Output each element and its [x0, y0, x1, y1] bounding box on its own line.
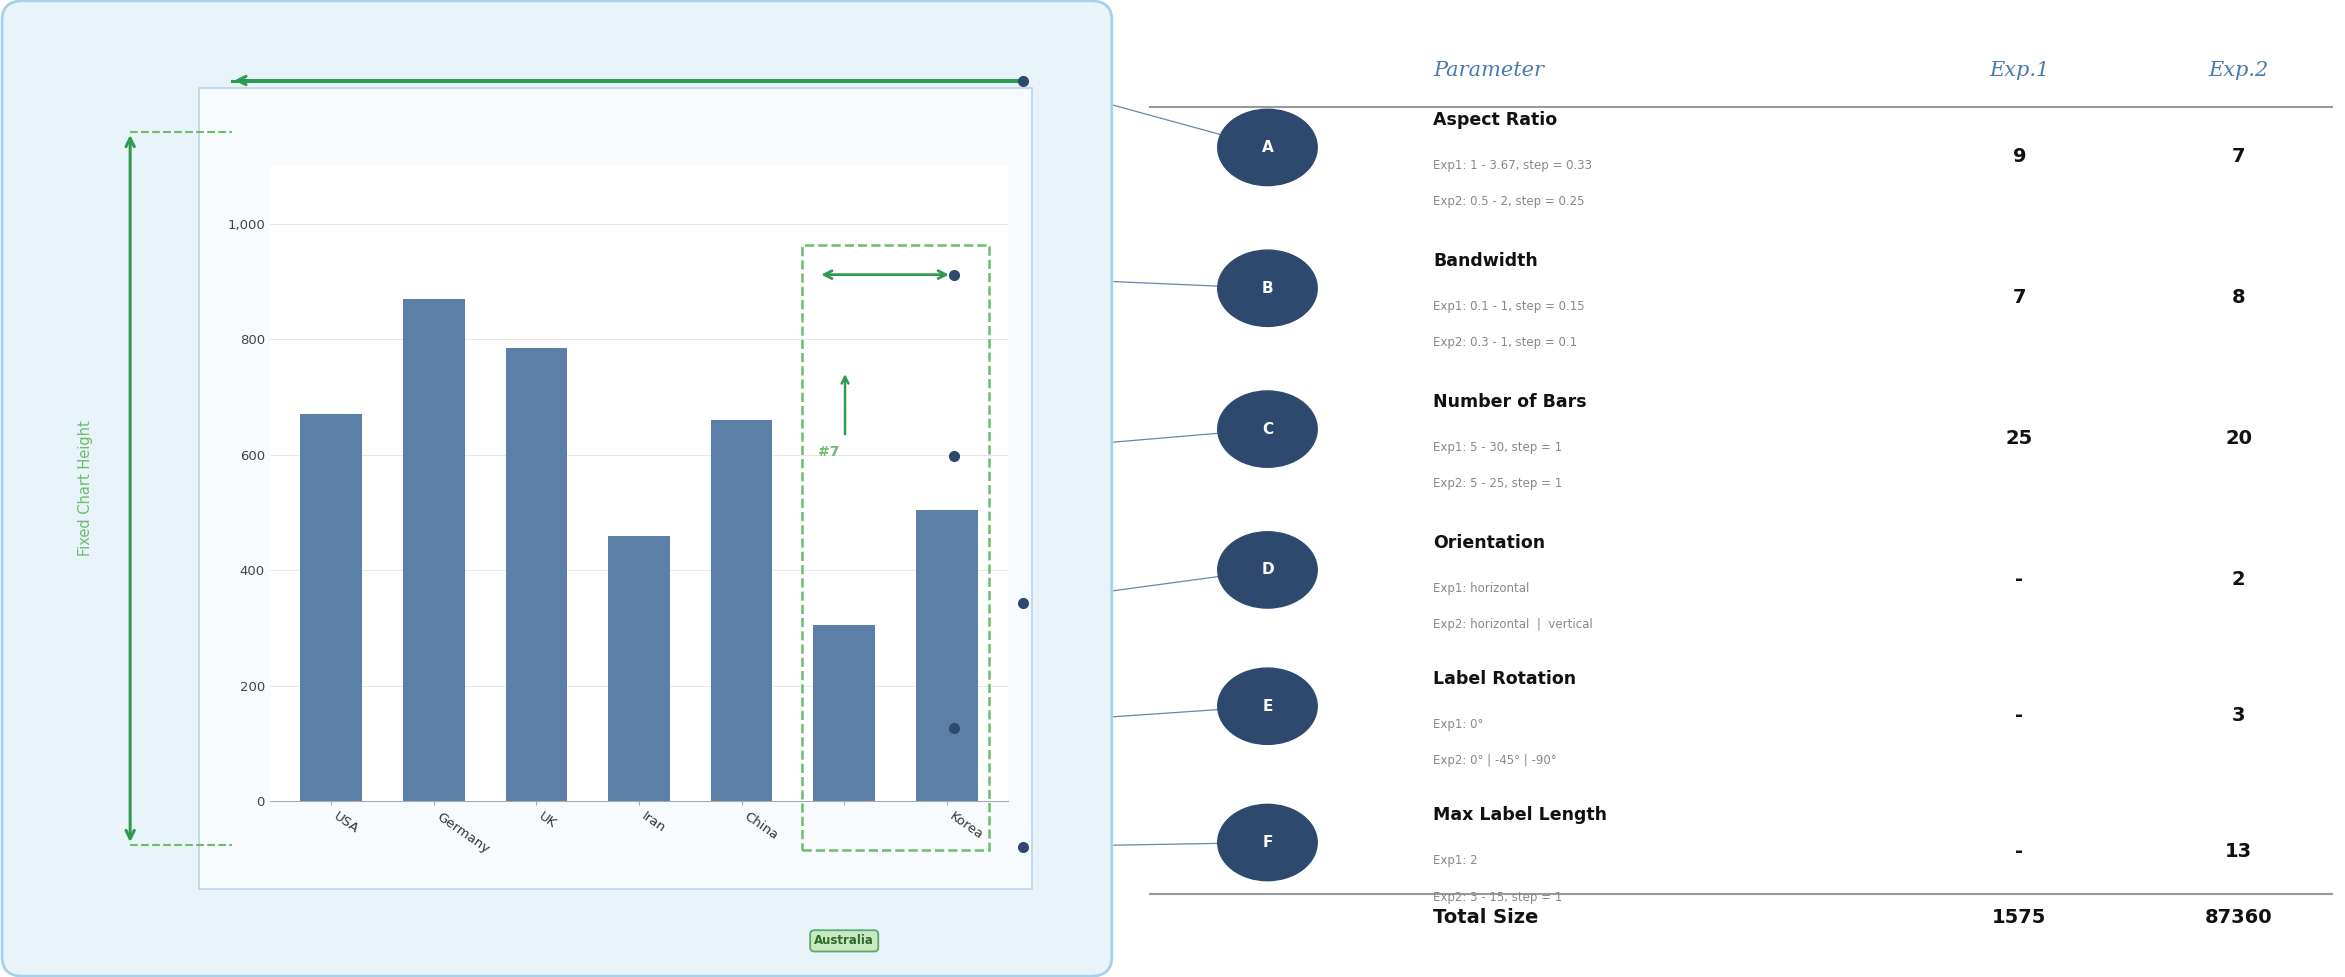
- Text: Exp2: 0.5 - 2, step = 0.25: Exp2: 0.5 - 2, step = 0.25: [1433, 195, 1585, 208]
- Text: Number of Bars: Number of Bars: [1433, 393, 1588, 411]
- Circle shape: [1217, 391, 1318, 467]
- Text: 2: 2: [2232, 570, 2247, 588]
- Text: Exp1: horizontal: Exp1: horizontal: [1433, 581, 1529, 595]
- Circle shape: [1217, 109, 1318, 186]
- Text: 20: 20: [2225, 429, 2251, 447]
- Text: B: B: [1262, 280, 1273, 296]
- Text: Exp2: 0° | -45° | -90°: Exp2: 0° | -45° | -90°: [1433, 754, 1557, 767]
- Bar: [403, 299, 464, 801]
- Text: 8: 8: [2232, 288, 2247, 307]
- Text: 7: 7: [2012, 288, 2026, 307]
- Text: 13: 13: [2225, 842, 2251, 861]
- Circle shape: [1217, 250, 1318, 326]
- Text: Exp2: 5 - 25, step = 1: Exp2: 5 - 25, step = 1: [1433, 477, 1562, 490]
- Text: Australia: Australia: [814, 934, 875, 948]
- Circle shape: [1217, 531, 1318, 608]
- Bar: [917, 510, 978, 801]
- FancyBboxPatch shape: [199, 88, 1032, 889]
- Circle shape: [1217, 804, 1318, 880]
- Text: Fixed Chart Height: Fixed Chart Height: [77, 421, 94, 556]
- Bar: [507, 348, 567, 801]
- Bar: [607, 535, 671, 801]
- Text: Bandwidth: Bandwidth: [1433, 252, 1538, 270]
- Bar: [802, 244, 990, 850]
- Text: -: -: [2014, 570, 2024, 588]
- Bar: [300, 414, 361, 801]
- Text: 9: 9: [2012, 147, 2026, 166]
- Text: Aspect Ratio: Aspect Ratio: [1433, 111, 1557, 129]
- Text: 87360: 87360: [2204, 909, 2272, 927]
- Text: Parameter: Parameter: [1433, 61, 1545, 80]
- Text: Exp1: 0.1 - 1, step = 0.15: Exp1: 0.1 - 1, step = 0.15: [1433, 300, 1585, 313]
- Text: Orientation: Orientation: [1433, 533, 1545, 552]
- Text: E: E: [1262, 699, 1273, 714]
- Text: Exp2: 3 - 15, step = 1: Exp2: 3 - 15, step = 1: [1433, 890, 1562, 904]
- Text: #7: #7: [818, 445, 840, 458]
- Text: Exp.2: Exp.2: [2209, 61, 2268, 80]
- Text: Exp2: 0.3 - 1, step = 0.1: Exp2: 0.3 - 1, step = 0.1: [1433, 336, 1578, 350]
- Text: -: -: [2014, 705, 2024, 725]
- Text: Total Size: Total Size: [1433, 909, 1538, 927]
- Text: 3: 3: [2232, 705, 2244, 725]
- Bar: [711, 420, 772, 801]
- Text: Max Label Length: Max Label Length: [1433, 806, 1606, 825]
- Text: F: F: [1262, 835, 1273, 850]
- Text: 25: 25: [2005, 429, 2033, 447]
- Circle shape: [1217, 668, 1318, 744]
- Bar: [814, 625, 875, 801]
- Text: Exp2: horizontal  |  vertical: Exp2: horizontal | vertical: [1433, 617, 1592, 631]
- Text: Exp1: 2: Exp1: 2: [1433, 854, 1477, 868]
- FancyBboxPatch shape: [2, 1, 1112, 976]
- Text: Exp1: 5 - 30, step = 1: Exp1: 5 - 30, step = 1: [1433, 441, 1562, 453]
- Text: Exp.1: Exp.1: [1989, 61, 2050, 80]
- Text: Label Rotation: Label Rotation: [1433, 670, 1576, 688]
- Text: 7: 7: [2232, 147, 2244, 166]
- Text: A: A: [1262, 140, 1273, 155]
- Text: Exp1: 1 - 3.67, step = 0.33: Exp1: 1 - 3.67, step = 0.33: [1433, 159, 1592, 172]
- Text: C: C: [1262, 422, 1273, 437]
- Text: -: -: [2014, 842, 2024, 861]
- Text: D: D: [1262, 563, 1273, 577]
- Text: 1575: 1575: [1993, 909, 2047, 927]
- Text: Exp1: 0°: Exp1: 0°: [1433, 718, 1484, 731]
